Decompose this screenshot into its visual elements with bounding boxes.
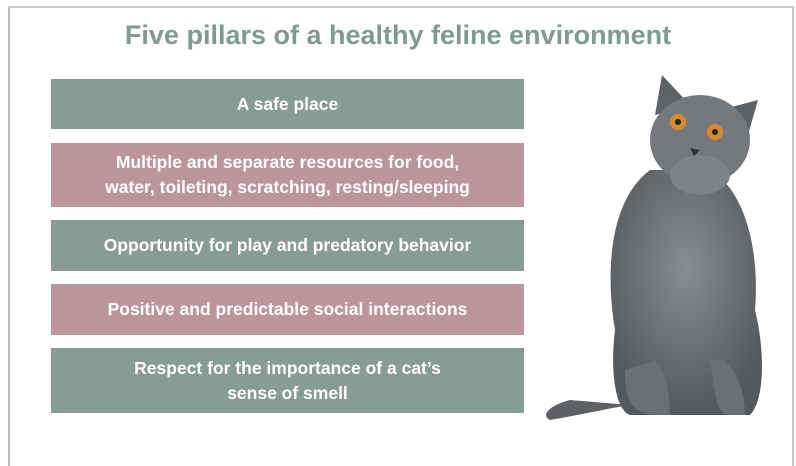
pillar-text: water, toileting, scratching, resting/sl… [105,175,470,200]
pillar-text: Multiple and separate resources for food… [116,150,459,175]
title: Five pillars of a healthy feline environ… [0,20,796,51]
pillar-text: A safe place [237,92,339,117]
pillar-text: Respect for the importance of a cat’s [134,356,441,381]
pillar-box: A safe place [51,79,524,129]
page: Five pillars of a healthy feline environ… [0,0,796,459]
pillar-box: Multiple and separate resources for food… [51,143,524,207]
pillar-text: Opportunity for play and predatory behav… [104,233,472,258]
pillar-box: Positive and predictable social interact… [51,284,524,335]
pillar-box: Opportunity for play and predatory behav… [51,220,524,271]
cat-photo [530,70,780,430]
pillar-text: sense of smell [227,381,348,406]
pillar-text: Positive and predictable social interact… [108,297,468,322]
